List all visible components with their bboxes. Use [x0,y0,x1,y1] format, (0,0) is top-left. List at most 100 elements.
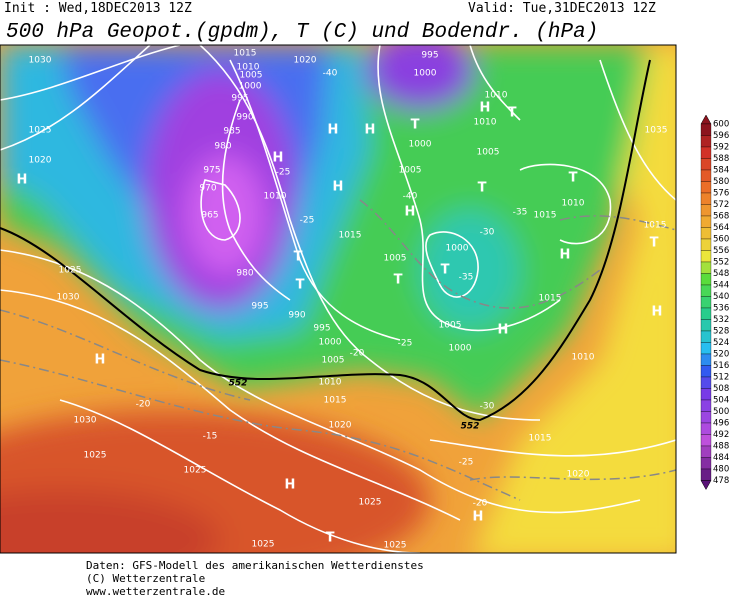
colorbar-segment [700,342,712,355]
colorbar-segment [700,261,712,274]
contour-label: 1000 [409,140,432,150]
colorbar-segment [700,227,712,240]
contour-label: 1015 [234,49,257,59]
pressure-center: H [473,510,484,525]
colorbar-arrow-top [700,114,712,125]
contour-label: 1025 [252,540,275,550]
contour-label: 1015 [339,231,362,241]
colorbar-tick-label: 484 [713,453,729,463]
contour-label: -30 [480,402,495,412]
colorbar-segment [700,307,712,320]
pressure-center: T [296,278,305,293]
contour-label: -15 [203,432,218,442]
contour-label: 1010 [562,199,585,209]
footer-line: (C) Wetterzentrale [86,572,205,585]
colorbar-segment [700,457,712,470]
contour-label: 1000 [449,344,472,354]
contour-label: 1010 [264,192,287,202]
contour-label: -40 [323,69,338,79]
colorbar-tick-label: 532 [713,315,729,325]
colorbar-segment [700,388,712,401]
contour-label: 1025 [184,466,207,476]
contour-label: 1000 [239,82,262,92]
contour-label: 1025 [59,266,82,276]
isobars [0,45,676,553]
colorbar-tick-label: 588 [713,154,729,164]
colorbar-tick-label: 600 [713,120,729,130]
contour-label: 990 [236,113,253,123]
colorbar-segment [700,238,712,251]
colorbar-tick-label: 556 [713,246,729,256]
contour-label: -20 [350,349,365,359]
colorbar-tick-label: 512 [713,373,729,383]
colorbar-tick-label: 544 [713,281,729,291]
contour-label: 1025 [359,498,382,508]
colorbar-segment [700,284,712,297]
pressure-center: T [478,181,487,196]
pressure-center: H [95,353,106,368]
contour-label: 1030 [57,293,80,303]
contour-label: 995 [313,324,330,334]
contour-label: -20 [136,400,151,410]
colorbar-tick-label: 488 [713,442,729,452]
pressure-center: T [326,531,335,546]
contour-label: 990 [288,311,305,321]
contour-label: 1020 [294,56,317,66]
contour-label: 1020 [329,421,352,431]
contour-label: 1005 [477,148,500,158]
contour-label: 1010 [572,353,595,363]
colorbar: 6005965925885845805765725685645605565525… [700,114,729,491]
contour-label: 1015 [644,221,667,231]
colorbar-segment [700,468,712,481]
colorbar-segment [700,296,712,309]
contour-label: 980 [236,269,253,279]
contour-label: 1000 [446,244,469,254]
colorbar-tick-label: 520 [713,350,729,360]
colorbar-segment [700,192,712,205]
colorbar-tick-label: 536 [713,304,729,314]
pressure-center: H [273,151,284,166]
pressure-center: T [569,171,578,186]
contour-label: 1005 [322,356,345,366]
contour-label: 980 [214,142,231,152]
colorbar-segment [700,411,712,424]
contour-label: 1010 [485,91,508,101]
footer-line: www.wetterzentrale.de [86,585,225,598]
colorbar-tick-label: 580 [713,177,729,187]
pressure-center: T [411,118,420,133]
contour-label: -40 [403,192,418,202]
contour-label: 975 [203,166,220,176]
contour-label: 1005 [240,71,263,81]
colorbar-segment [700,353,712,366]
colorbar-segment [700,319,712,332]
colorbar-segment [700,330,712,343]
contour-label: 1010 [237,63,260,73]
colorbar-segment [700,204,712,217]
colorbar-tick-label: 500 [713,407,729,417]
pressure-center: H [285,478,296,493]
colorbar-tick-label: 572 [713,200,729,210]
colorbar-segment [700,123,712,136]
colorbar-tick-label: 480 [713,465,729,475]
contour-label: -25 [459,458,474,468]
footer-line: Daten: GFS-Modell des amerikanischen Wet… [86,559,424,572]
colorbar-segment [700,158,712,171]
colorbar-tick-label: 584 [713,166,729,176]
contour-label: 552 [229,379,248,389]
contour-label: 995 [231,94,248,104]
contour-label: 995 [421,51,438,61]
colorbar-tick-label: 478 [713,476,729,486]
contour-label: 1015 [539,294,562,304]
pressure-center: T [650,236,659,251]
colorbar-tick-label: 592 [713,143,729,153]
contour-label: 552 [461,422,480,432]
pressure-center: T [441,263,450,278]
map-frame [0,44,677,554]
contour-label: 965 [201,211,218,221]
colorbar-segment [700,365,712,378]
colorbar-segment [700,135,712,148]
contour-552 [0,59,651,422]
footer: Daten: GFS-Modell des amerikanischen Wet… [86,559,424,598]
contour-label: 1025 [29,126,52,136]
